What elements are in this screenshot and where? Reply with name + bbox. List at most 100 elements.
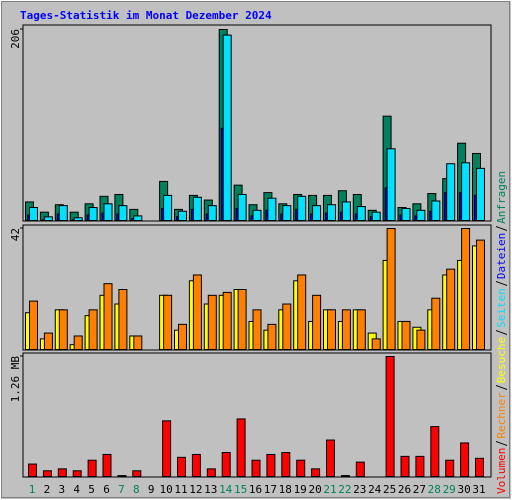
bar — [163, 294, 173, 350]
bar — [371, 211, 381, 221]
x-tick-label: 24 — [368, 483, 382, 496]
bar — [311, 468, 321, 478]
x-tick-label: 16 — [249, 483, 262, 496]
bar — [461, 162, 471, 221]
bar — [251, 459, 261, 478]
bar — [177, 456, 186, 478]
x-tick-label: 1 — [29, 483, 36, 496]
x-tick-label: 20 — [308, 483, 321, 496]
bar — [207, 294, 217, 350]
bar — [28, 463, 37, 477]
y-tick-label: 206 — [9, 29, 22, 49]
bar — [162, 420, 172, 478]
bar — [118, 289, 128, 350]
bar — [371, 338, 381, 350]
bar — [476, 239, 485, 350]
bar — [178, 210, 187, 222]
x-tick-label: 22 — [338, 483, 351, 496]
bar — [431, 297, 441, 351]
bar — [386, 148, 396, 221]
x-tick-label: 5 — [88, 483, 95, 496]
x-tick-label: 28 — [428, 483, 441, 496]
bar — [312, 205, 322, 221]
bar — [386, 228, 396, 350]
legend: Volumen Rechner Besuche Seiten Dateien Anfrag… — [493, 154, 509, 494]
bar — [236, 418, 246, 477]
bar — [460, 442, 470, 477]
x-tick-label: 19 — [294, 483, 307, 496]
legend-separator — [495, 225, 507, 231]
legend-separator — [495, 281, 507, 287]
plot-area — [22, 352, 492, 478]
bar — [237, 193, 247, 221]
x-tick-label: 3 — [58, 483, 65, 496]
bar — [401, 320, 411, 351]
bar — [267, 323, 277, 351]
bar — [400, 455, 410, 477]
bar — [326, 439, 335, 477]
bar — [461, 228, 471, 350]
bar — [297, 195, 307, 221]
bar — [267, 197, 277, 222]
bar — [446, 163, 456, 221]
x-tick-label: 8 — [133, 483, 140, 496]
x-tick-label: 25 — [383, 483, 396, 496]
bar — [355, 461, 365, 477]
bar — [282, 303, 292, 350]
bar — [191, 453, 201, 478]
bar — [341, 309, 351, 351]
bar — [222, 291, 232, 350]
bar — [356, 309, 366, 351]
bar — [297, 274, 307, 351]
bar — [58, 309, 68, 351]
legend-entry: Rechner — [494, 392, 508, 439]
bar — [415, 455, 425, 477]
x-tick-label: 31 — [472, 483, 485, 496]
x-tick-label: 11 — [174, 483, 187, 496]
x-tick-label: 4 — [73, 483, 80, 496]
bar — [327, 204, 336, 221]
bar — [476, 167, 485, 221]
bar — [73, 335, 83, 351]
bar — [430, 426, 440, 478]
bar — [341, 201, 351, 221]
x-tick-label: 26 — [398, 483, 411, 496]
bar — [221, 452, 231, 477]
legend-separator — [495, 329, 507, 335]
bar — [117, 475, 127, 478]
bar — [237, 289, 247, 350]
x-tick-label: 23 — [353, 483, 366, 496]
bar — [296, 459, 306, 478]
bar — [445, 459, 455, 478]
x-tick-label: 21 — [323, 483, 336, 496]
legend-separator — [495, 385, 507, 391]
bar — [43, 216, 53, 222]
bar — [103, 203, 113, 221]
bar — [252, 209, 262, 222]
bar — [133, 215, 143, 221]
bar — [88, 207, 98, 222]
legend-entry: Besuche — [494, 336, 508, 384]
bar — [43, 332, 53, 351]
x-tick-label: 9 — [148, 483, 155, 496]
bar — [88, 309, 98, 351]
bar — [281, 452, 291, 477]
bar — [207, 205, 217, 221]
bar — [29, 300, 38, 350]
bar — [356, 206, 366, 221]
bar — [252, 309, 262, 351]
x-tick-label: 10 — [159, 483, 172, 496]
bar — [73, 217, 83, 222]
bar — [87, 459, 97, 478]
legend-entry: Dateien — [494, 232, 508, 280]
bar — [57, 468, 67, 478]
bar — [178, 323, 187, 351]
legend-entry: Seiten — [494, 288, 508, 328]
x-tick-label: 6 — [103, 483, 110, 496]
bar — [340, 475, 350, 478]
bar — [103, 283, 113, 351]
chart-title: Tages-Statistik im Monat Dezember 2024 — [20, 9, 272, 22]
x-tick-label: 15 — [234, 483, 247, 496]
bar — [118, 205, 128, 221]
